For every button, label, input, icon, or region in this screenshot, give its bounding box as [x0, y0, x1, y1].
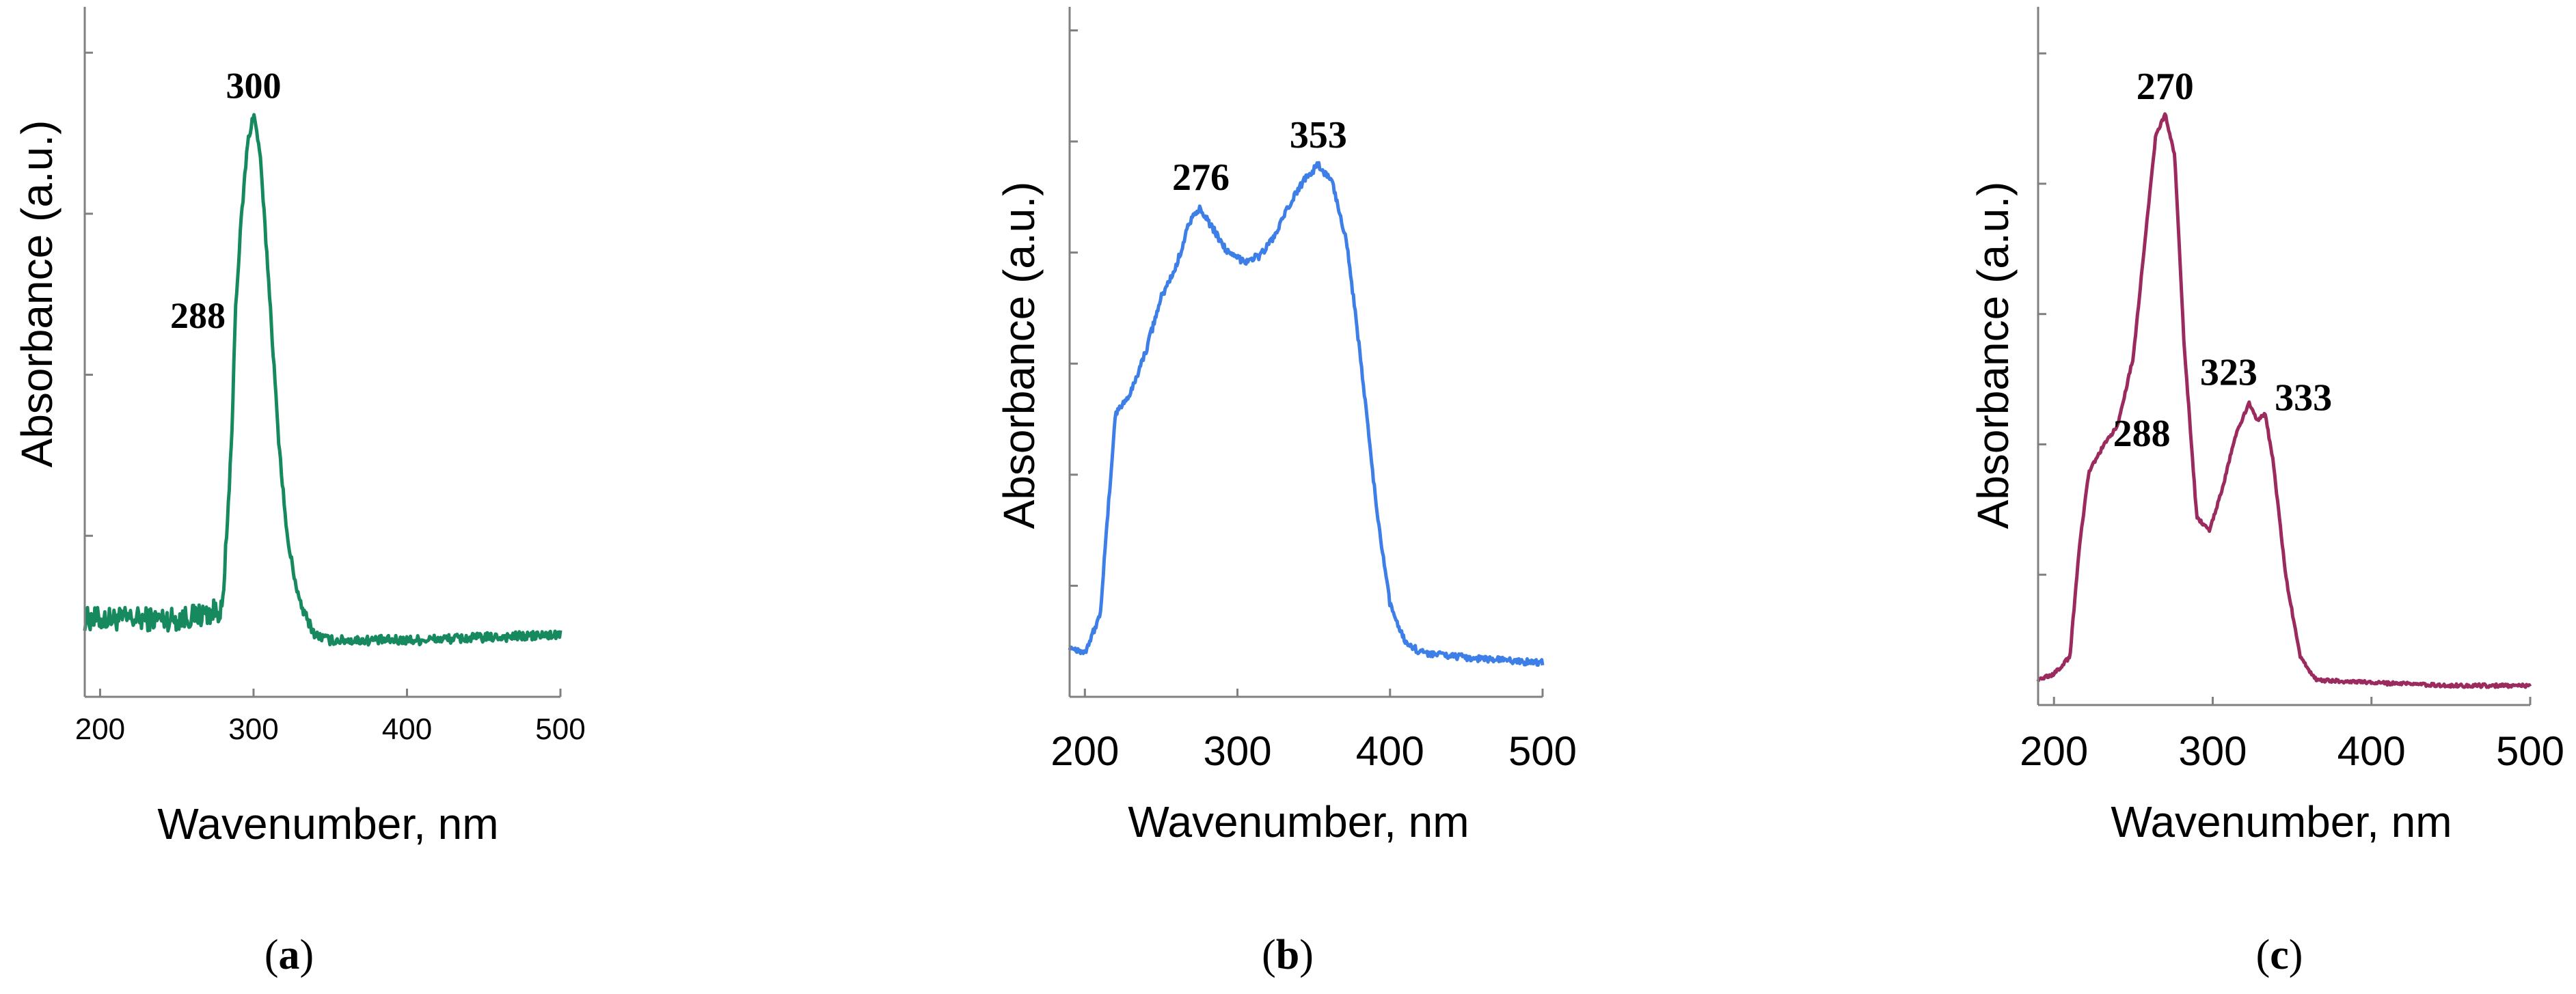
x-tick-label-c-300: 300	[2178, 728, 2247, 774]
x-tick-label-a-300: 300	[228, 713, 278, 746]
data-layer-b: 200 300 400 500 276 353	[1050, 29, 1577, 774]
x-tick-label-b-400: 400	[1356, 728, 1424, 774]
chart-panel-a: 200 300 400 500 300 288 Wavenumber, nm Absorb…	[12, 7, 586, 978]
x-tick-label-b-500: 500	[1508, 728, 1577, 774]
x-tick-label-c-200: 200	[2020, 728, 2088, 774]
spectrum-line-c	[2036, 112, 2532, 689]
data-layer-a: 200 300 400 500 300 288	[75, 51, 586, 746]
peak-label-a-288: 288	[170, 295, 226, 336]
peak-label-b-353: 353	[1290, 114, 1347, 156]
y-axis-title-c: Absorbance (a.u.)	[1968, 182, 2018, 529]
panel-label-a: (a)	[265, 932, 314, 978]
x-tick-label-a-400: 400	[382, 713, 432, 746]
peak-label-b-276: 276	[1172, 156, 1230, 199]
x-tick-label-c-500: 500	[2496, 728, 2564, 774]
peak-label-c-323: 323	[2200, 351, 2258, 394]
spectrum-line-a	[83, 113, 562, 647]
peak-label-c-270: 270	[2137, 66, 2194, 108]
x-tick-label-c-400: 400	[2337, 728, 2406, 774]
y-axis-title-b: Absorbance (a.u.)	[994, 182, 1044, 529]
y-axis-title-a: Absorbance (a.u.)	[12, 120, 62, 468]
peak-label-c-288: 288	[2113, 413, 2171, 455]
spectrum-line-b	[1068, 161, 1545, 667]
x-axis-title-a: Wavenumber, nm	[157, 799, 498, 848]
peak-label-a-300: 300	[226, 66, 281, 107]
x-axis-title-b: Wavenumber, nm	[1128, 797, 1469, 846]
data-layer-c: 200 300 400 500 270 288 323 333	[2020, 52, 2564, 774]
x-tick-label-b-200: 200	[1050, 728, 1119, 774]
chart-panel-b: 200 300 400 500 276 353 Wavenumber, nm Absorb…	[994, 7, 1577, 978]
x-axis-title-c: Wavenumber, nm	[2111, 797, 2452, 846]
peak-label-c-333: 333	[2275, 376, 2332, 419]
x-tick-label-a-200: 200	[75, 713, 125, 746]
x-tick-label-b-300: 300	[1203, 728, 1271, 774]
panel-label-c: (c)	[2256, 932, 2303, 978]
panel-label-b: (b)	[1262, 932, 1314, 978]
x-tick-label-a-500: 500	[535, 713, 585, 746]
